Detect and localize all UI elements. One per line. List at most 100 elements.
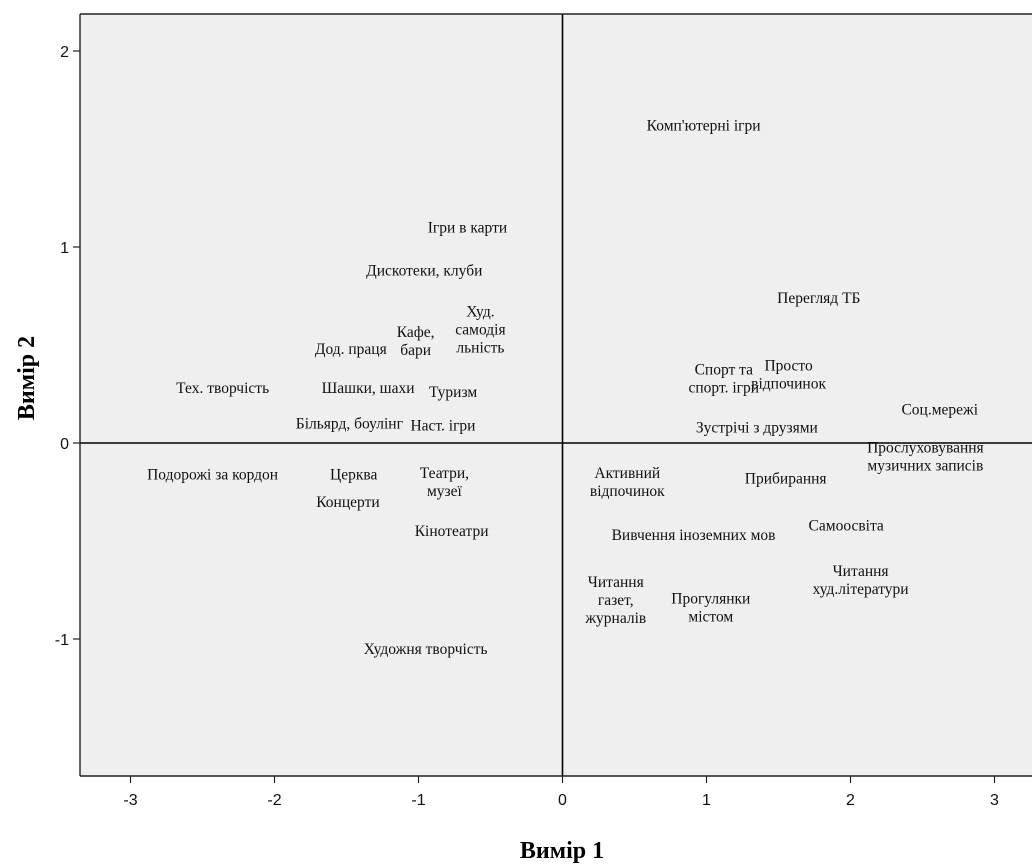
- data-point: Худ. самодія льність: [455, 303, 505, 356]
- data-point-label: Комп'ютерні ігри: [647, 117, 761, 134]
- data-point-label: Художня творчість: [364, 641, 488, 658]
- data-point-label-line: Зустрічі з друзями: [696, 419, 818, 436]
- data-point-label-line: Дискотеки, клуби: [366, 263, 482, 280]
- data-point-label-line: Тех. творчість: [176, 380, 269, 397]
- data-point: Дод. праця: [315, 341, 387, 358]
- data-point: Дискотеки, клуби: [366, 263, 482, 280]
- data-point-label: Прибирання: [745, 470, 827, 487]
- x-tick-label: 3: [990, 792, 999, 809]
- y-axis-title: Вимір 2: [14, 336, 40, 420]
- data-point-label: Перегляд ТБ: [777, 290, 860, 307]
- x-tick-label: -2: [267, 792, 281, 809]
- data-point-label-line: льність: [456, 339, 504, 356]
- data-point-label-line: Наст. ігри: [410, 417, 475, 434]
- data-point: Шашки, шахи: [322, 380, 415, 397]
- data-point-label-line: Читання: [833, 563, 889, 580]
- data-point-label: Дискотеки, клуби: [366, 263, 482, 280]
- data-point: Концерти: [316, 494, 379, 511]
- y-tick-label: 0: [60, 436, 69, 453]
- data-point: Соц.мережі: [901, 402, 978, 419]
- data-point: Церква: [330, 466, 377, 483]
- data-point: Прослуховування музичних записів: [867, 440, 984, 475]
- x-axis-title: Вимір 1: [520, 838, 604, 864]
- y-tick-label: 1: [60, 240, 69, 257]
- data-point: Художня творчість: [364, 641, 488, 658]
- data-point-label: Самоосвіта: [809, 517, 884, 534]
- y-axis-ticks: -1 0 1 2: [55, 44, 80, 649]
- data-point-label-line: Активний: [594, 465, 660, 482]
- data-point-label-line: Прогулянки: [671, 591, 750, 608]
- data-point-label-line: Ігри в карти: [428, 219, 507, 236]
- x-axis-ticks: -3 -2 -1 0 1 2 3: [123, 776, 999, 809]
- data-point-label-line: Концерти: [316, 494, 379, 511]
- data-point-label: Соц.мережі: [901, 402, 978, 419]
- data-point-label: Церква: [330, 466, 377, 483]
- data-point-label: Активний відпочинок: [590, 465, 665, 500]
- reference-lines: [80, 14, 1032, 776]
- data-point-label-line: Прибирання: [745, 470, 827, 487]
- data-point: Більярд, боулінг: [296, 415, 403, 432]
- data-point-label-line: Перегляд ТБ: [777, 290, 860, 307]
- data-point-label-line: відпочинок: [751, 375, 826, 392]
- data-point-label-line: Худ.: [466, 303, 494, 320]
- data-point-label-line: Читання: [588, 574, 644, 591]
- data-point-label: Наст. ігри: [410, 417, 475, 434]
- data-point-label: Спорт та спорт. ігри: [689, 361, 760, 396]
- data-point: Кінотеатри: [415, 523, 489, 540]
- data-point: Перегляд ТБ: [777, 290, 860, 307]
- data-point-label: Більярд, боулінг: [296, 415, 403, 432]
- data-point: Спорт та спорт. ігри: [689, 361, 760, 396]
- data-point: Кафе, бари: [397, 324, 435, 359]
- data-point-label: Читання газет, журналів: [584, 574, 646, 627]
- data-point-label-line: Комп'ютерні ігри: [647, 117, 761, 134]
- data-point: Театри, музеї: [420, 465, 469, 500]
- data-point-label-line: худ.літератури: [813, 581, 909, 598]
- data-point-label-line: Церква: [330, 466, 377, 483]
- data-point-label: Вивчення іноземних мов: [612, 527, 776, 544]
- data-point: Подорожі за кордон: [147, 466, 278, 483]
- data-point-label: Концерти: [316, 494, 379, 511]
- data-point-label-line: Шашки, шахи: [322, 380, 415, 397]
- data-point: Наст. ігри: [410, 417, 475, 434]
- x-tick-label: 1: [702, 792, 711, 809]
- data-point-label-line: Кінотеатри: [415, 523, 489, 540]
- data-point-label: Шашки, шахи: [322, 380, 415, 397]
- data-point-label-line: Соц.мережі: [901, 402, 978, 419]
- data-point: Зустрічі з друзями: [696, 419, 818, 436]
- data-point-label: Тех. творчість: [176, 380, 269, 397]
- data-point-label: Просто відпочинок: [751, 357, 826, 392]
- x-tick-label: -3: [123, 792, 137, 809]
- x-tick-label: -1: [411, 792, 425, 809]
- data-point: Комп'ютерні ігри: [647, 117, 761, 134]
- data-point-label-line: Театри,: [420, 465, 469, 482]
- data-point-label-line: Самоосвіта: [809, 517, 884, 534]
- y-tick-label: 2: [60, 44, 69, 61]
- data-point-label-line: Дод. праця: [315, 341, 387, 358]
- data-point: Самоосвіта: [809, 517, 884, 534]
- data-point-label: Прослуховування музичних записів: [867, 440, 984, 475]
- data-point-label: Кінотеатри: [415, 523, 489, 540]
- data-point-label-line: бари: [400, 342, 431, 359]
- data-point-label-line: музичних записів: [867, 458, 983, 475]
- data-point-label-line: Художня творчість: [364, 641, 488, 658]
- data-point-label-line: відпочинок: [590, 483, 665, 500]
- data-point-label: Туризм: [429, 384, 477, 401]
- data-point-label: Театри, музеї: [420, 465, 469, 500]
- data-point: Просто відпочинок: [751, 357, 826, 392]
- plot-area: [80, 14, 1032, 776]
- data-point: Тех. творчість: [176, 380, 269, 397]
- data-point: Ігри в карти: [428, 219, 507, 236]
- data-point-label-line: газет,: [598, 592, 634, 609]
- data-point-label: Ігри в карти: [428, 219, 507, 236]
- data-point-label-line: Подорожі за кордон: [147, 466, 278, 483]
- data-point-label: Худ. самодія льність: [455, 303, 505, 356]
- data-point-label-line: містом: [688, 609, 733, 626]
- data-point-label: Подорожі за кордон: [147, 466, 278, 483]
- data-point-label-line: Туризм: [429, 384, 477, 401]
- data-point-label: Прогулянки містом: [671, 591, 750, 626]
- data-point-label: Дод. праця: [315, 341, 387, 358]
- data-points: Комп'ютерні ігри Ігри в карти Дискотеки, к…: [147, 117, 984, 657]
- data-point: Прибирання: [745, 470, 827, 487]
- data-point-label-line: Кафе,: [397, 324, 435, 341]
- data-point-label-line: Просто: [764, 357, 813, 374]
